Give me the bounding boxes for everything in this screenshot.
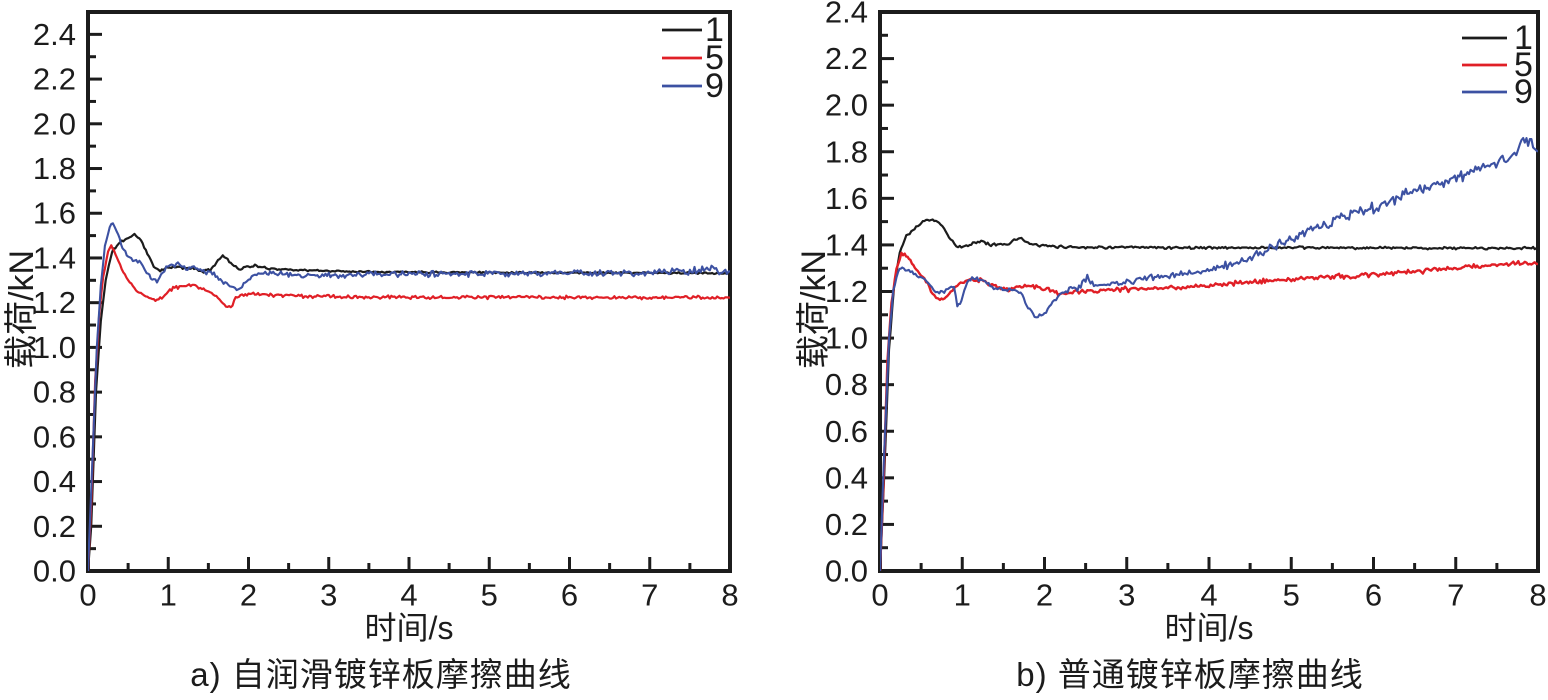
x-axis-label: 时间/s [1165,610,1254,646]
legend-label-5: 5 [705,39,724,77]
x-tick-label: 6 [1365,578,1382,613]
x-tick-label: 2 [1036,578,1053,613]
y-tick-label: 0.2 [33,509,76,544]
y-tick-label: 1.4 [33,240,76,275]
y-tick-label: 1.4 [825,227,868,262]
legend-label-1: 1 [705,11,724,49]
y-axis-label: 载荷/kN [3,250,41,369]
y-tick-label: 1.0 [825,321,868,356]
legend-label-5: 5 [1514,46,1533,84]
x-tick-label: 8 [721,578,738,613]
chart-b-caption: b) 普通镀锌板摩擦曲线 [1016,656,1364,693]
y-tick-label: 0.4 [825,460,868,495]
y-tick-label: 0.4 [33,464,76,499]
y-tick-label: 1.8 [33,151,76,186]
chart-a-panel: 0.0 0.2 0.4 0.6 0.8 1.0 1.2 1.4 1.6 1.8 2.0 2.2 2.4 0… [3,10,739,693]
y-tick-label: 0.8 [33,375,76,410]
chart-b-canvas: 0.0 0.2 0.4 0.6 0.8 1.0 1.2 1.4 1.6 1.8 2.0 2.2 2.4 0… [795,0,1547,646]
y-tick-label: 2.0 [825,88,868,123]
series-line-5 [88,244,730,571]
x-tick-label: 7 [1447,578,1464,613]
x-tick-label: 5 [481,578,498,613]
y-tick-label: 0.0 [825,554,868,589]
x-tick-label: 8 [1529,578,1546,613]
x-tick-label: 1 [954,578,971,613]
y-tick-label: 1.6 [33,196,76,231]
plot-frame [878,10,1540,573]
series-line-1 [88,232,730,571]
y-tick-label: 1.6 [825,181,868,216]
x-tick-label: 4 [400,578,417,613]
y-tick-label: 1.2 [825,274,868,309]
x-tick-label: 3 [320,578,337,613]
x-tick-label: 1 [160,578,177,613]
series-line-1 [880,218,1538,571]
chart-a-caption: a) 自润滑镀锌板摩擦曲线 [190,656,572,693]
y-tick-label: 2.2 [33,62,76,97]
y-tick-label: 2.4 [33,17,76,52]
y-tick-label: 2.2 [825,41,868,76]
y-tick-label: 0.8 [825,367,868,402]
chart-a-canvas: 0.0 0.2 0.4 0.6 0.8 1.0 1.2 1.4 1.6 1.8 2.0 2.2 2.4 0… [3,10,739,646]
y-tick-label: 2.0 [33,106,76,141]
y-tick-label: 0.6 [825,414,868,449]
series-line-5 [880,251,1538,571]
x-tick-label: 5 [1283,578,1300,613]
plot-frame [86,10,732,573]
x-tick-label: 6 [561,578,578,613]
x-tick-label: 3 [1118,578,1135,613]
y-tick-label: 1.0 [33,330,76,365]
y-tick-label: 0.6 [33,419,76,454]
x-tick-label: 7 [641,578,658,613]
y-tick-label: 1.8 [825,134,868,169]
y-tick-label: 1.2 [33,285,76,320]
y-tick-label: 2.4 [825,0,868,30]
series-line-9 [880,136,1538,571]
legend-label-9: 9 [705,67,724,105]
y-axis-label: 载荷/kN [795,250,833,369]
y-tick-label: 0.2 [825,507,868,542]
y-tick-label: 0.0 [33,554,76,589]
x-tick-label: 0 [871,578,888,613]
x-tick-label: 4 [1200,578,1217,613]
legend-label-1: 1 [1514,19,1533,57]
series-line-9 [88,222,730,571]
chart-b-panel: 0.0 0.2 0.4 0.6 0.8 1.0 1.2 1.4 1.6 1.8 2.0 2.2 2.4 0… [774,0,1548,700]
x-tick-label: 2 [240,578,257,613]
x-tick-label: 0 [79,578,96,613]
x-axis-label: 时间/s [365,610,454,646]
legend-label-9: 9 [1514,73,1533,111]
